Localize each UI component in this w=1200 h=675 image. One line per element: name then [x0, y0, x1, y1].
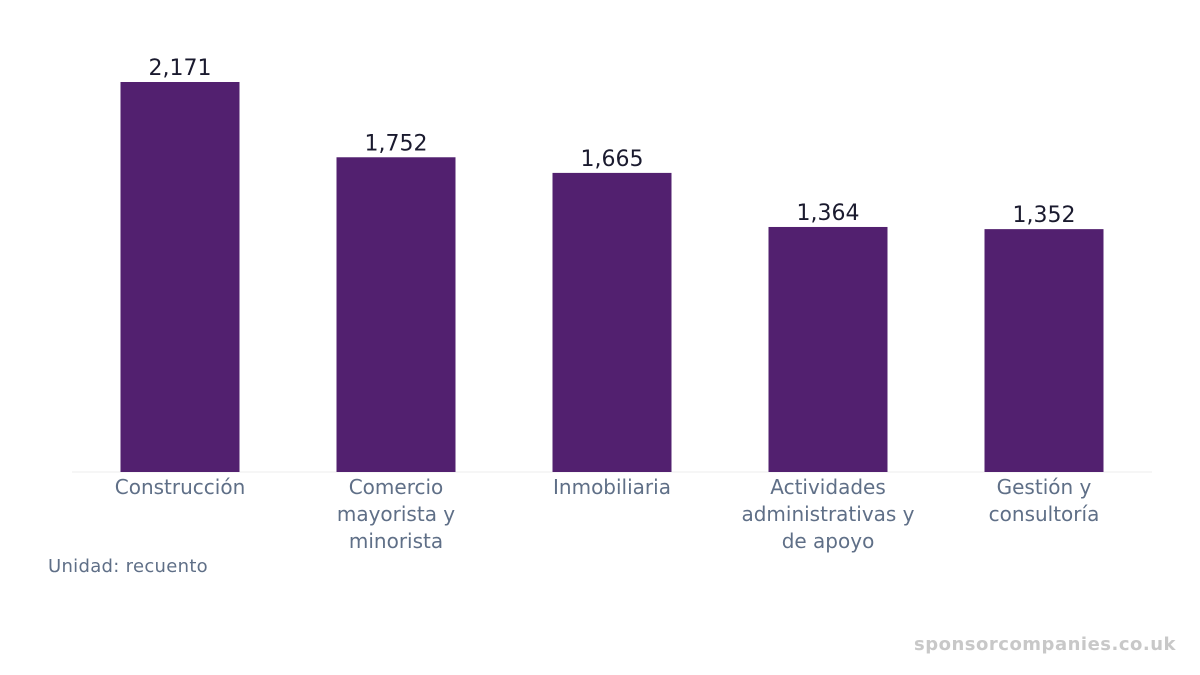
x-tick-label-line: de apoyo — [782, 529, 875, 553]
x-tick-label-2: Comercio mayorista y minorista — [337, 475, 455, 553]
bar-4 — [768, 226, 888, 472]
x-tick-label-line: minorista — [349, 529, 443, 553]
x-tick-labels-group: Construcción Comercio mayorista y minorista… — [115, 475, 1100, 553]
x-tick-label-line: Gestión y — [997, 475, 1092, 499]
value-labels-group: 2,171 1,752 1,665 1,364 1,352 — [149, 56, 1076, 228]
x-tick-label-line: Construcción — [115, 475, 246, 499]
bar-1 — [120, 82, 240, 472]
x-tick-label-line: Actividades — [770, 475, 886, 499]
x-tick-label-line: Comercio — [349, 475, 444, 499]
x-tick-label-1: Construcción — [115, 475, 246, 499]
bar-3 — [552, 172, 672, 473]
bar-value-label-2: 1,752 — [365, 131, 428, 156]
bar-5 — [984, 229, 1104, 472]
bar-value-label-5: 1,352 — [1013, 203, 1076, 228]
x-tick-label-4: Actividades administrativas y de apoyo — [741, 475, 914, 553]
unit-note: Unidad: recuento — [48, 556, 208, 577]
bars-group — [120, 82, 1104, 473]
watermark: sponsorcompanies.co.uk — [914, 634, 1176, 655]
bar-2 — [336, 157, 456, 472]
bar-value-label-3: 1,665 — [581, 147, 644, 172]
x-tick-label-3: Inmobiliaria — [553, 475, 671, 499]
x-tick-label-line: Inmobiliaria — [553, 475, 671, 499]
x-tick-label-line: consultoría — [989, 502, 1100, 526]
bar-value-label-1: 2,171 — [149, 56, 212, 81]
x-tick-label-line: mayorista y — [337, 502, 455, 526]
bar-value-label-4: 1,364 — [797, 201, 860, 226]
x-tick-label-5: Gestión y consultoría — [989, 475, 1100, 526]
x-tick-label-line: administrativas y — [741, 502, 914, 526]
